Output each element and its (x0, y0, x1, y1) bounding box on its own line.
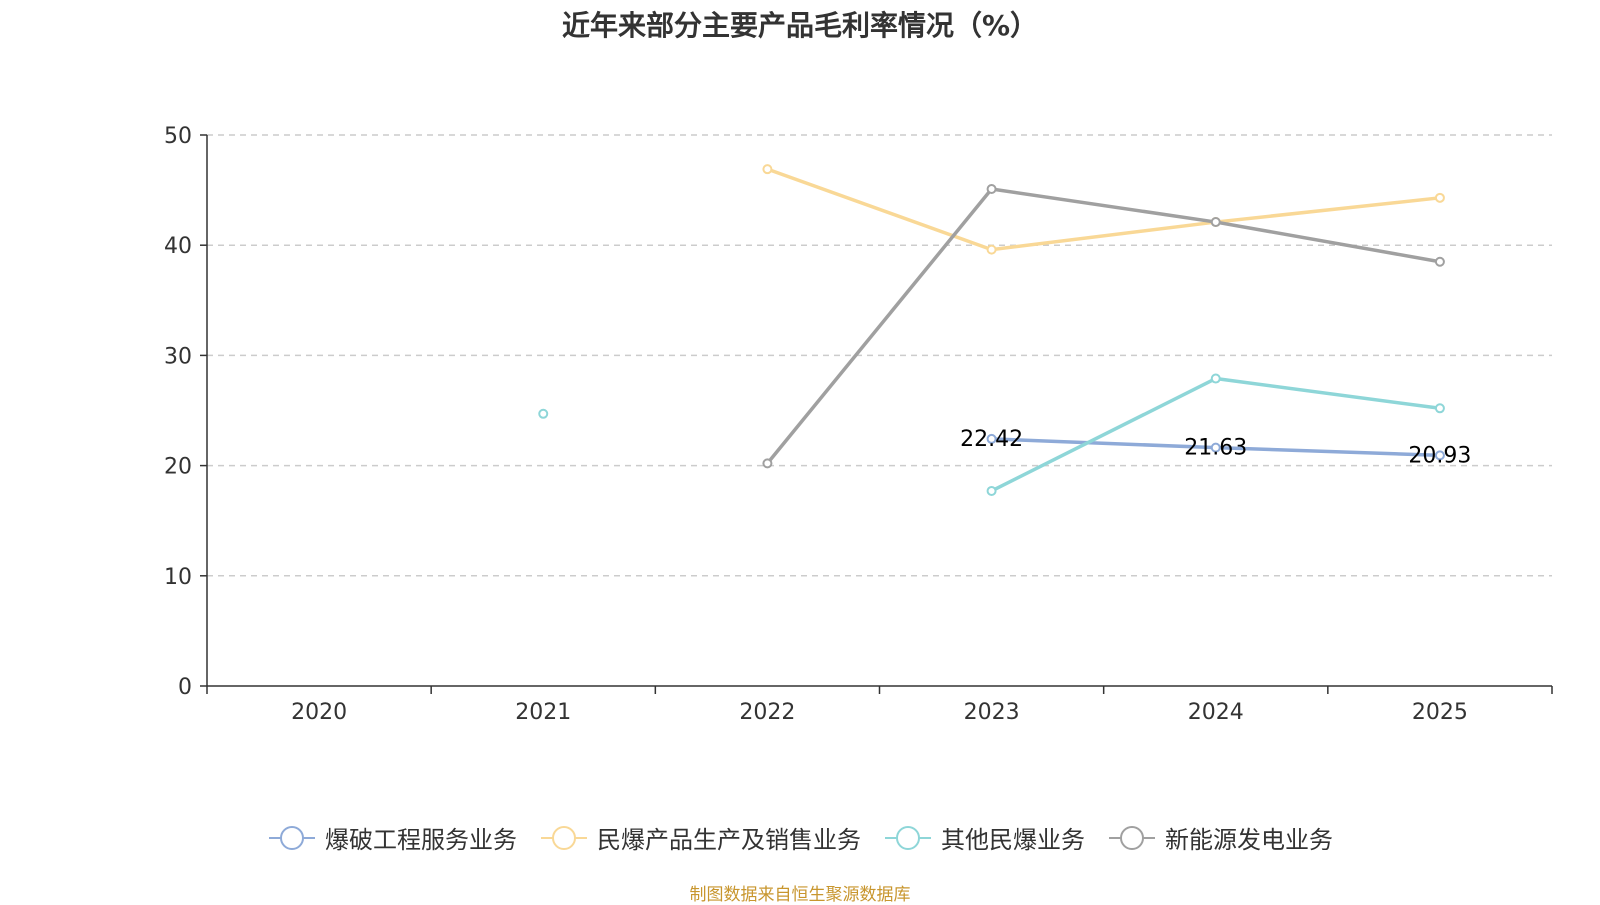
y-tick-label: 50 (164, 124, 192, 149)
data-point[interactable] (1210, 373, 1221, 384)
data-point[interactable] (1434, 403, 1445, 414)
y-tick-label: 0 (178, 675, 192, 700)
legend-label: 民爆产品生产及销售业务 (597, 826, 861, 854)
data-labels: 22.42 21.63 20.93 (960, 427, 1471, 468)
legend-label: 其他民爆业务 (941, 826, 1085, 854)
source-note: 制图数据来自恒生聚源数据库 (689, 885, 911, 905)
data-point[interactable] (762, 458, 773, 469)
chart-title: 近年来部分主要产品毛利率情况（%） (561, 9, 1039, 42)
x-tick-label: 2022 (739, 700, 795, 725)
legend-item[interactable]: 其他民爆业务 (883, 820, 1085, 855)
series-0 (986, 433, 1445, 461)
legend-marker-icon (269, 825, 315, 850)
series-1 (762, 164, 1445, 255)
legend-item[interactable]: 爆破工程服务业务 (267, 820, 517, 855)
x-tick-label: 2025 (1412, 700, 1468, 725)
data-label: 22.42 (960, 427, 1023, 452)
legend: 爆破工程服务业务 民爆产品生产及销售业务 其他民爆业务 新能源发电业务 (0, 820, 1600, 855)
legend-item[interactable]: 民爆产品生产及销售业务 (539, 820, 861, 855)
x-tick-label: 2021 (515, 700, 571, 725)
data-point[interactable] (986, 244, 997, 255)
legend-label: 爆破工程服务业务 (325, 826, 517, 854)
y-tick-label: 30 (164, 344, 192, 369)
legend-marker-circle (280, 825, 304, 850)
x-tick-label: 2024 (1188, 700, 1244, 725)
series-3 (762, 183, 1445, 469)
data-point[interactable] (1210, 442, 1221, 453)
data-point[interactable] (538, 408, 549, 419)
series-2 (538, 373, 1445, 496)
data-point[interactable] (1210, 217, 1221, 228)
y-tick-label: 20 (164, 455, 192, 480)
legend-marker-circle (896, 825, 920, 850)
legend-marker-icon (1109, 825, 1155, 850)
data-point[interactable] (986, 183, 997, 194)
data-point[interactable] (762, 164, 773, 175)
axes: 0 10 20 30 40 50 2020 2021 2022 2023 2024 2025 (164, 124, 1553, 725)
grid-lines (207, 134, 1552, 577)
y-tick-label: 10 (164, 565, 192, 590)
x-tick-label: 2020 (291, 700, 347, 725)
x-tick-label: 2023 (964, 700, 1020, 725)
data-point[interactable] (986, 485, 997, 496)
series-layer (538, 164, 1445, 496)
data-point[interactable] (986, 433, 997, 444)
legend-label: 新能源发电业务 (1165, 826, 1333, 854)
legend-item[interactable]: 新能源发电业务 (1107, 820, 1333, 855)
series-line (766, 187, 1441, 465)
legend-marker-icon (541, 825, 587, 850)
legend-marker-circle (552, 825, 576, 850)
data-point[interactable] (1434, 450, 1445, 461)
data-point[interactable] (1434, 256, 1445, 267)
legend-marker-icon (885, 825, 931, 850)
data-label: 20.93 (1408, 443, 1471, 468)
data-label: 21.63 (1184, 436, 1247, 461)
y-tick-label: 40 (164, 234, 192, 259)
data-point[interactable] (1434, 192, 1445, 203)
legend-marker-circle (1120, 825, 1144, 850)
series-line (766, 167, 1441, 252)
